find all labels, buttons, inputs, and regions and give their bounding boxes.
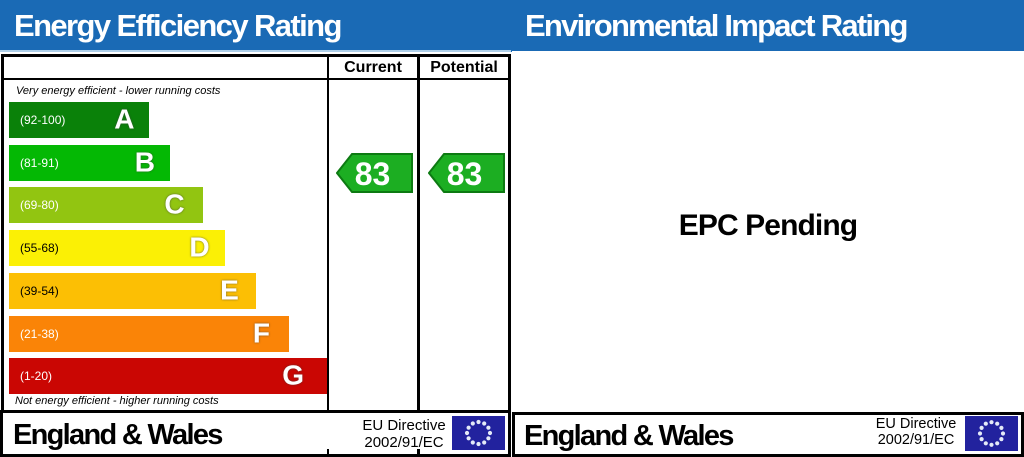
svg-text:83: 83	[447, 156, 483, 192]
svg-text:83: 83	[355, 156, 391, 192]
